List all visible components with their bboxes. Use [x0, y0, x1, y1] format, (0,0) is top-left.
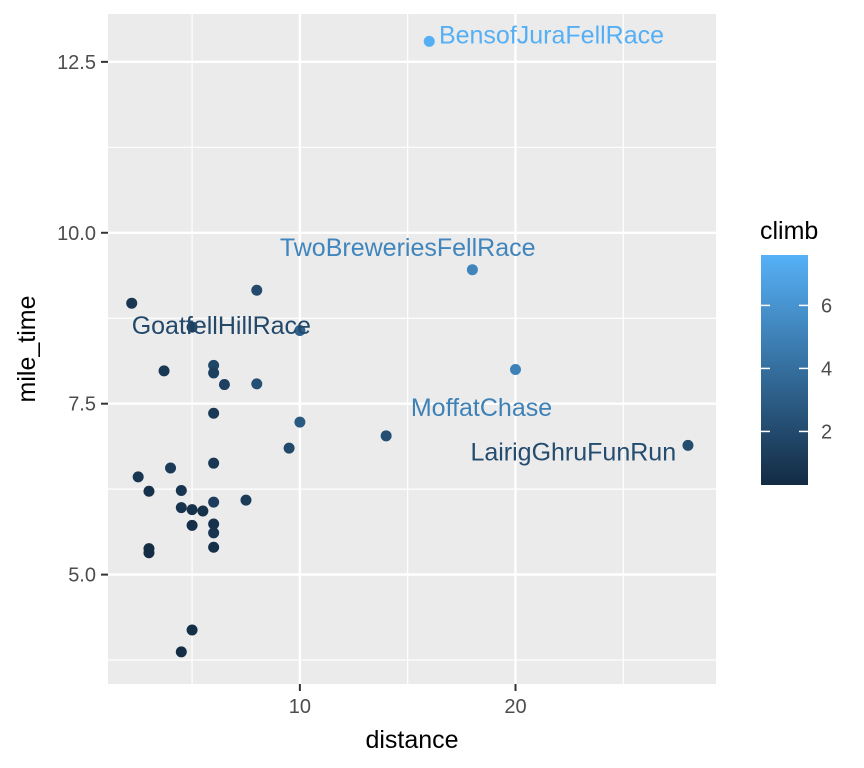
plot-panel [108, 14, 716, 684]
y-tick-label: 5.0 [68, 565, 96, 587]
data-point [186, 624, 198, 636]
x-axis: 10 20 [289, 684, 527, 718]
legend-colorbar [761, 255, 808, 485]
data-point [208, 527, 220, 539]
legend-tick-label: 2 [821, 421, 832, 443]
data-point [175, 502, 187, 514]
point-label: BensofJuraFellRace [439, 22, 664, 50]
data-point [682, 439, 694, 451]
legend-ticks: 2 4 6 [761, 295, 832, 443]
point-labels: BensofJuraFellRace TwoBreweriesFellRace Go… [132, 22, 676, 467]
x-axis-title: distance [365, 726, 458, 754]
data-point [208, 518, 220, 530]
data-point [126, 297, 138, 309]
y-tick-label: 12.5 [57, 52, 96, 74]
x-tick-label: 10 [289, 696, 311, 718]
minor-gridlines [108, 14, 716, 684]
legend-title: climb [760, 217, 818, 245]
data-point [208, 541, 220, 553]
data-point [197, 505, 209, 517]
legend-tick-label: 4 [821, 358, 832, 380]
data-point [240, 494, 252, 506]
data-point [218, 379, 230, 391]
major-gridlines [108, 14, 716, 684]
data-point [509, 364, 521, 376]
y-tick-label: 7.5 [68, 394, 96, 416]
data-point [294, 416, 306, 428]
data-point [251, 284, 263, 296]
data-point [186, 321, 198, 333]
point-label: GoatfellHillRace [132, 312, 311, 340]
data-point [208, 457, 220, 469]
data-point [283, 442, 295, 454]
point-label: LairigGhruFunRun [470, 439, 676, 467]
data-point [165, 462, 177, 474]
y-axis: 5.0 7.5 10.0 12.5 [57, 52, 108, 587]
data-point [175, 485, 187, 497]
data-point [143, 547, 155, 559]
data-point [158, 365, 170, 377]
data-point [208, 407, 220, 419]
data-point [208, 359, 220, 371]
data-point [294, 325, 306, 337]
data-point [380, 430, 392, 442]
x-tick-label: 20 [504, 696, 526, 718]
data-point [466, 264, 478, 276]
data-point [175, 646, 187, 658]
data-point [186, 504, 198, 516]
point-label: MoffatChase [411, 394, 552, 422]
data-point [251, 378, 263, 390]
data-point [186, 519, 198, 531]
y-tick-label: 10.0 [57, 223, 96, 245]
point-label: TwoBreweriesFellRace [280, 234, 536, 262]
data-point [208, 367, 220, 379]
data-point [132, 471, 144, 483]
data-point [208, 496, 220, 508]
data-point [423, 35, 435, 47]
legend-tick-label: 6 [821, 295, 832, 317]
y-axis-title: mile_time [13, 296, 41, 403]
data-point [143, 485, 155, 497]
legend: climb 2 4 6 [760, 217, 832, 485]
data-points [126, 35, 694, 658]
